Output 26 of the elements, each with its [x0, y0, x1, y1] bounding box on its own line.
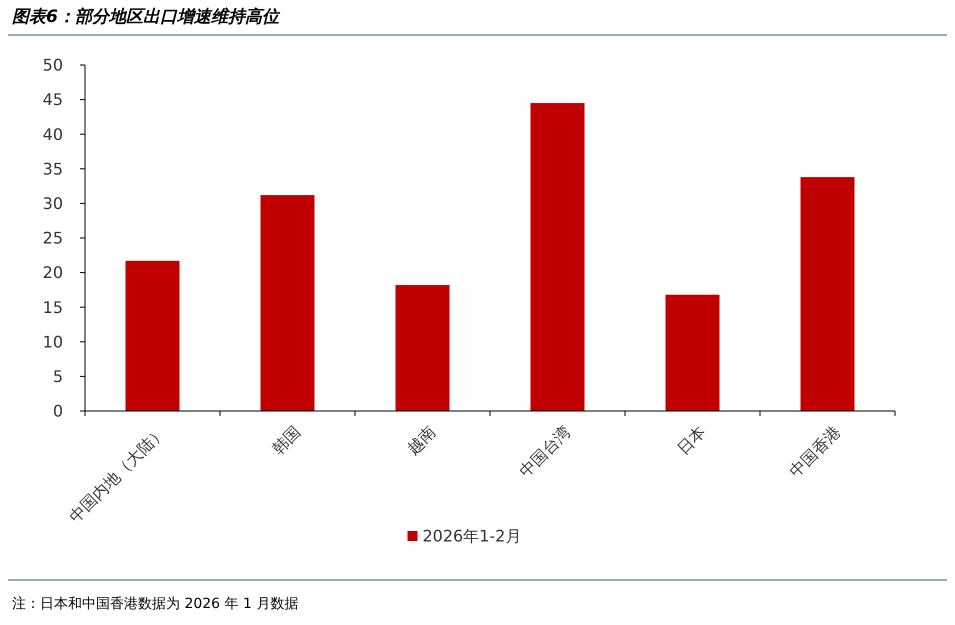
y-tick-label: 35: [42, 159, 63, 178]
y-tick-label: 50: [42, 56, 63, 75]
text: 注：日本和中国香港数据为 2026 年 1 月数据: [12, 596, 298, 612]
chart-title: 图表6：部分地区出口增速维持高位: [12, 7, 281, 27]
y-tick-label: 5: [52, 367, 63, 386]
y-tick-label: 10: [42, 332, 63, 352]
x-tick-label: 越南: [403, 422, 440, 458]
y-tick-label: 25: [42, 228, 63, 248]
bar: [260, 195, 314, 411]
legend-label: 2026年1-2月: [422, 526, 522, 546]
bar: [126, 260, 180, 411]
y-tick-label: 20: [42, 263, 63, 282]
x-tick-label: 中国香港: [786, 422, 844, 482]
x-tick-label: 韩国: [268, 422, 304, 458]
y-tick-label: 30: [42, 194, 63, 213]
x-tick-label: 中国内地（大陆）: [65, 422, 170, 526]
y-tick-label: 15: [42, 298, 63, 317]
bar: [396, 285, 450, 411]
x-tick-label: 中国台湾: [516, 422, 574, 482]
y-tick-label: 0: [52, 402, 63, 421]
x-tick-label: 日本: [673, 422, 710, 458]
bar: [800, 177, 854, 411]
y-tick-label: 45: [42, 90, 63, 110]
bar: [666, 294, 720, 411]
y-tick-label: 40: [42, 124, 63, 144]
bar: [530, 103, 584, 411]
